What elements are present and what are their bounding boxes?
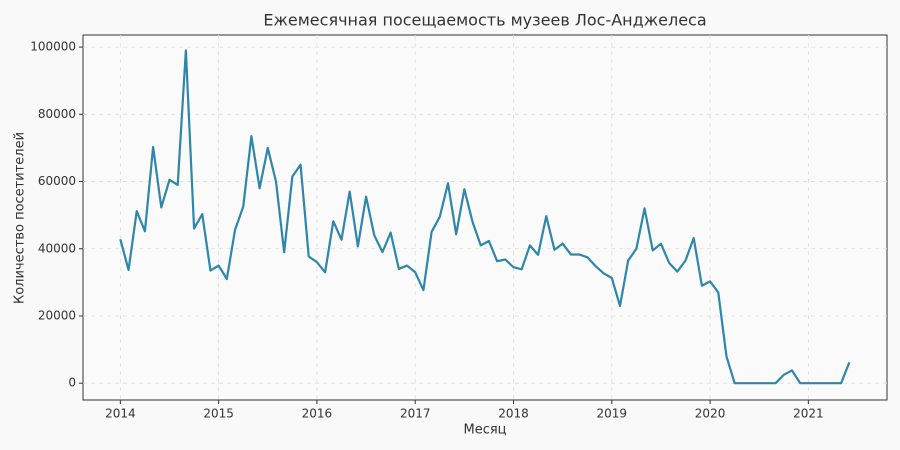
y-tick-label: 100000 xyxy=(30,40,76,54)
x-axis-label: Месяц xyxy=(463,423,506,438)
data-line xyxy=(119,49,851,385)
chart-title: Ежемесячная посещаемость музеев Лос-Андж… xyxy=(263,11,706,30)
y-tick-label: 20000 xyxy=(38,308,76,322)
x-tick-label: 2015 xyxy=(203,407,234,421)
x-tick-label: 2019 xyxy=(597,407,628,421)
y-tick-label: 0 xyxy=(68,376,76,390)
x-tick-label: 2014 xyxy=(105,407,136,421)
plot-area xyxy=(82,34,888,401)
x-tick-label: 2021 xyxy=(793,407,824,421)
x-tick-label: 2018 xyxy=(498,407,529,421)
y-axis-label: Количество посетителей xyxy=(13,132,28,304)
y-tick-label: 60000 xyxy=(38,174,76,188)
y-tick-label: 80000 xyxy=(38,107,76,121)
x-tick-label: 2017 xyxy=(400,407,431,421)
x-tick-label: 2020 xyxy=(695,407,726,421)
y-tick-label: 40000 xyxy=(38,241,76,255)
x-tick-label: 2016 xyxy=(302,407,333,421)
